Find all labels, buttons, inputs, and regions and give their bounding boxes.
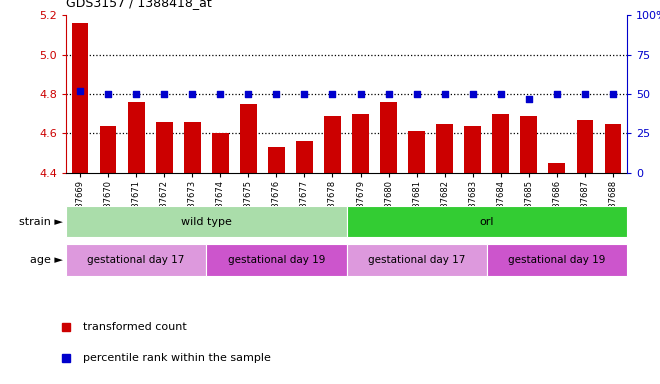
Bar [66, 206, 347, 237]
Point [523, 96, 534, 102]
Point [243, 91, 253, 97]
Bar [240, 104, 257, 173]
Bar [212, 134, 228, 173]
Bar [577, 120, 593, 173]
Point [75, 88, 85, 94]
Bar [520, 116, 537, 173]
Point [552, 91, 562, 97]
Point [440, 91, 450, 97]
Text: gestational day 17: gestational day 17 [368, 255, 465, 265]
Bar [380, 102, 397, 173]
Text: transformed count: transformed count [83, 322, 187, 332]
Text: orl: orl [480, 217, 494, 227]
Bar [436, 124, 453, 173]
Point [103, 91, 114, 97]
Text: age ►: age ► [30, 255, 63, 265]
Bar [296, 141, 313, 173]
Bar [66, 245, 206, 276]
Bar [487, 245, 627, 276]
Bar [408, 131, 425, 173]
Bar [352, 114, 369, 173]
Bar [100, 126, 116, 173]
Point [608, 91, 618, 97]
Bar [492, 114, 510, 173]
Bar [206, 245, 346, 276]
Text: gestational day 17: gestational day 17 [87, 255, 185, 265]
Point [355, 91, 366, 97]
Text: GDS3157 / 1388418_at: GDS3157 / 1388418_at [66, 0, 212, 9]
Point [131, 91, 141, 97]
Bar [605, 124, 622, 173]
Point [383, 91, 394, 97]
Point [579, 91, 590, 97]
Text: strain ►: strain ► [19, 217, 63, 227]
Point [327, 91, 338, 97]
Bar [156, 122, 173, 173]
Bar [346, 206, 627, 237]
Point [271, 91, 282, 97]
Point [215, 91, 226, 97]
Bar [324, 116, 341, 173]
Point [299, 91, 310, 97]
Text: gestational day 19: gestational day 19 [228, 255, 325, 265]
Bar [183, 122, 201, 173]
Bar [72, 23, 88, 173]
Bar [346, 245, 487, 276]
Point [467, 91, 478, 97]
Bar [268, 147, 285, 173]
Text: wild type: wild type [181, 217, 232, 227]
Bar [548, 163, 566, 173]
Point [496, 91, 506, 97]
Bar [464, 126, 481, 173]
Text: percentile rank within the sample: percentile rank within the sample [83, 353, 271, 363]
Point [187, 91, 197, 97]
Text: gestational day 19: gestational day 19 [508, 255, 606, 265]
Point [159, 91, 170, 97]
Point [411, 91, 422, 97]
Bar [128, 102, 145, 173]
